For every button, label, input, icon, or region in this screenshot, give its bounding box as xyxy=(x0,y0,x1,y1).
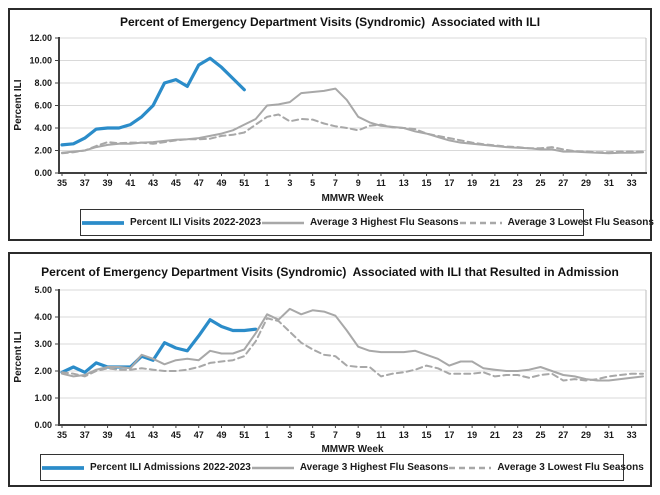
y-tick-label: 8.00 xyxy=(34,78,52,88)
chart-title: Percent of Emergency Department Visits (… xyxy=(119,15,541,29)
x-tick-label: 25 xyxy=(535,178,545,188)
legend-line-sample-icon xyxy=(449,466,492,469)
x-tick-label: 19 xyxy=(467,178,477,188)
x-tick-label: 43 xyxy=(148,430,158,440)
x-tick-label: 17 xyxy=(444,430,454,440)
series-line-average-3-lowest-flu-seasons xyxy=(61,317,644,382)
x-tick-label: 5 xyxy=(310,178,315,188)
x-tick-label: 31 xyxy=(604,178,614,188)
x-tick-label: 23 xyxy=(513,178,523,188)
x-tick-label: 35 xyxy=(57,178,67,188)
y-tick-label: 12.00 xyxy=(29,33,52,43)
legend-item: Percent ILI Visits 2022-2023 xyxy=(81,217,261,228)
x-tick-label: 1 xyxy=(265,430,270,440)
x-tick-label: 41 xyxy=(125,430,135,440)
x-tick-label: 3 xyxy=(287,178,292,188)
x-tick-label: 23 xyxy=(513,430,523,440)
x-tick-label: 29 xyxy=(581,178,591,188)
ili-visits-chart-panel: Percent of Emergency Department Visits (… xyxy=(8,8,654,241)
x-tick-label: 7 xyxy=(333,178,338,188)
x-tick-label: 31 xyxy=(604,430,614,440)
y-tick-label: 1.00 xyxy=(34,393,52,403)
x-tick-label: 39 xyxy=(103,178,113,188)
y-tick-label: 0.00 xyxy=(34,420,52,430)
legend-item: Average 3 Lowest Flu Seasons xyxy=(448,462,644,473)
chart-legend: Percent ILI Visits 2022-2023 Average 3 Hi… xyxy=(80,209,654,236)
x-tick-label: 49 xyxy=(216,178,226,188)
legend-item: Average 3 Lowest Flu Seasons xyxy=(459,217,654,228)
legend-item-label: Percent ILI Admissions 2022-2023 xyxy=(90,462,251,473)
x-tick-label: 29 xyxy=(581,430,591,440)
legend-item-label: Average 3 Lowest Flu Seasons xyxy=(497,462,644,473)
legend-item-label: Percent ILI Visits 2022-2023 xyxy=(130,217,262,228)
x-tick-label: 9 xyxy=(356,178,361,188)
x-tick-label: 13 xyxy=(399,178,409,188)
x-tick-label: 37 xyxy=(80,178,90,188)
y-tick-label: 4.00 xyxy=(34,312,52,322)
x-tick-label: 21 xyxy=(490,430,500,440)
x-tick-label: 45 xyxy=(171,430,181,440)
series-line-percent-ili-visits-2022-2023 xyxy=(60,56,246,147)
legend-item: Average 3 Highest Flu Seasons xyxy=(251,462,449,473)
x-tick-label: 5 xyxy=(310,430,315,440)
x-tick-label: 51 xyxy=(239,430,249,440)
x-tick-label: 3 xyxy=(287,430,292,440)
y-tick-label: 10.00 xyxy=(29,56,52,66)
x-tick-label: 27 xyxy=(558,178,568,188)
x-tick-label: 11 xyxy=(376,430,386,440)
legend-item-label: Average 3 Lowest Flu Seasons xyxy=(507,217,654,228)
legend-item-label: Average 3 Highest Flu Seasons xyxy=(310,217,459,228)
x-tick-label: 49 xyxy=(216,430,226,440)
legend-item: Average 3 Highest Flu Seasons xyxy=(261,217,459,228)
legend-item-label: Average 3 Highest Flu Seasons xyxy=(299,462,449,473)
y-tick-label: 2.00 xyxy=(34,146,52,156)
chart-legend: Percent ILI Admissions 2022-2023 Average … xyxy=(40,454,644,481)
x-tick-label: 1 xyxy=(265,178,270,188)
x-tick-label: 15 xyxy=(422,178,432,188)
x-tick-label: 25 xyxy=(535,430,545,440)
legend-item: Percent ILI Admissions 2022-2023 xyxy=(41,462,251,473)
x-tick-label: 37 xyxy=(80,430,90,440)
x-tick-label: 7 xyxy=(333,430,338,440)
x-tick-label: 41 xyxy=(125,178,135,188)
ili-admissions-chart-panel: Percent of Emergency Department Visits (… xyxy=(8,252,652,487)
x-tick-label: 45 xyxy=(171,178,181,188)
x-tick-label: 21 xyxy=(490,178,500,188)
x-tick-label: 39 xyxy=(103,430,113,440)
x-tick-label: 15 xyxy=(422,430,432,440)
chart-title: Percent of Emergency Department Visits (… xyxy=(41,265,619,279)
series-line-average-3-lowest-flu-seasons xyxy=(61,113,644,155)
x-tick-label: 51 xyxy=(239,178,249,188)
y-tick-label: 6.00 xyxy=(34,101,52,111)
x-tick-label: 35 xyxy=(57,430,67,440)
legend-line-sample-icon xyxy=(262,221,305,224)
x-tick-label: 47 xyxy=(194,430,204,440)
series-line-average-3-highest-flu-seasons xyxy=(61,87,644,155)
y-tick-label: 5.00 xyxy=(34,285,52,295)
series-line-average-3-highest-flu-seasons xyxy=(61,307,644,382)
y-tick-label: 0.00 xyxy=(34,168,52,178)
x-tick-label: 11 xyxy=(376,178,386,188)
y-tick-label: 2.00 xyxy=(34,366,52,376)
legend-line-sample-icon xyxy=(82,220,124,225)
x-tick-label: 33 xyxy=(627,178,637,188)
x-tick-label: 27 xyxy=(558,430,568,440)
x-tick-label: 43 xyxy=(148,178,158,188)
x-tick-label: 13 xyxy=(399,430,409,440)
x-axis-title: MMWR Week xyxy=(321,193,384,204)
x-tick-label: 33 xyxy=(627,430,637,440)
y-tick-label: 3.00 xyxy=(34,339,52,349)
x-tick-label: 47 xyxy=(194,178,204,188)
legend-line-sample-icon xyxy=(459,221,502,224)
series-line-percent-ili-admissions-2022-2023 xyxy=(60,318,258,374)
legend-line-sample-icon xyxy=(42,465,84,470)
y-tick-label: 4.00 xyxy=(34,123,52,133)
x-tick-label: 19 xyxy=(467,430,477,440)
x-tick-label: 9 xyxy=(356,430,361,440)
legend-line-sample-icon xyxy=(251,466,294,469)
x-axis-title: MMWR Week xyxy=(321,444,384,455)
x-tick-label: 17 xyxy=(444,178,454,188)
